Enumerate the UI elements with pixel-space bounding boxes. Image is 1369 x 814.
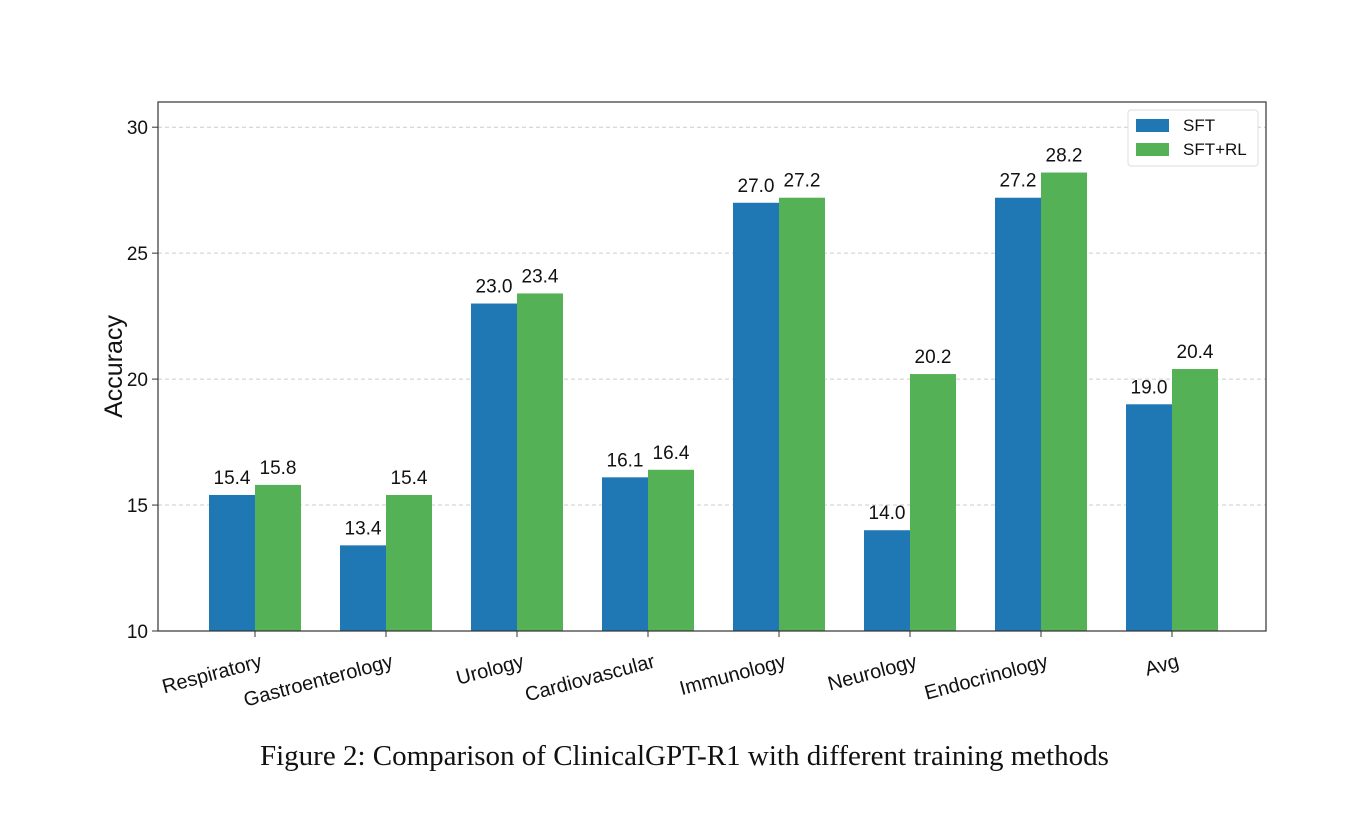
y-tick-label: 25 <box>127 244 148 265</box>
plot-frame <box>157 101 1267 632</box>
bar-sft-rl <box>386 494 432 631</box>
bar-sft-rl <box>1172 369 1218 631</box>
bar-value-label: 19.0 <box>1131 377 1168 398</box>
bar-value-label: 16.1 <box>607 450 644 471</box>
bar-value-label: 15.4 <box>214 468 251 489</box>
bar-value-labels: 15.4 15.8 13.4 15.4 23.0 23.4 16.1 16.4 27.0 27.2… <box>214 146 1214 540</box>
bar-value-label: 20.4 <box>1177 342 1214 363</box>
y-tick-label: 20 <box>127 370 148 391</box>
bar-value-label: 28.2 <box>1046 146 1083 167</box>
y-axis-label: Accuracy <box>100 315 128 418</box>
bar-sft <box>733 202 779 631</box>
bar-sft <box>1126 404 1172 631</box>
y-tick-label: 30 <box>127 118 148 139</box>
y-tick-label: 15 <box>127 496 148 517</box>
bar-value-label: 27.2 <box>784 171 821 192</box>
bar-sft-rl <box>255 484 301 631</box>
bar-sft <box>602 477 648 631</box>
bar-sft <box>864 530 910 631</box>
bar-value-label: 27.0 <box>738 176 775 197</box>
bar-sft-rl <box>779 197 825 631</box>
y-axis-ticks: 10 15 20 25 30 <box>127 118 158 643</box>
legend: SFT SFT+RL <box>1127 109 1259 167</box>
bar-sft <box>209 494 255 631</box>
bar-sft <box>995 197 1041 631</box>
bar-sft-rl <box>910 374 956 631</box>
bar-value-label: 15.4 <box>391 468 428 489</box>
x-tick-label: Avg <box>1143 651 1182 681</box>
bars <box>209 172 1218 632</box>
legend-label: SFT+RL <box>1183 140 1247 159</box>
grid-lines <box>158 126 1266 632</box>
bar-sft-rl <box>517 293 563 631</box>
legend-label: SFT <box>1183 116 1215 135</box>
bar-sft-rl <box>648 469 694 631</box>
bar-value-label: 13.4 <box>345 518 382 539</box>
bar-sft-rl <box>1041 172 1087 632</box>
figure-caption: Figure 2: Comparison of ClinicalGPT-R1 w… <box>260 740 1109 772</box>
bar-sft <box>340 545 386 631</box>
legend-swatch <box>1136 143 1169 156</box>
bar-value-label: 15.8 <box>260 458 297 479</box>
y-tick-label: 10 <box>127 622 148 643</box>
x-tick-label: Urology <box>454 651 526 690</box>
legend-swatch <box>1136 119 1169 132</box>
bar-value-label: 27.2 <box>1000 171 1037 192</box>
bar-value-label: 16.4 <box>653 443 690 464</box>
bar-chart: 15.4 15.8 13.4 15.4 23.0 23.4 16.1 16.4 27.0 27.2… <box>100 101 1267 712</box>
bar-value-label: 23.0 <box>476 277 513 298</box>
bar-sft <box>471 303 517 631</box>
x-tick-label: Immunology <box>677 651 788 700</box>
bar-value-label: 20.2 <box>915 347 952 368</box>
x-tick-label: Neurology <box>826 651 920 696</box>
x-tick-label: Gastroenterology <box>241 651 395 712</box>
x-tick-label: Endocrinology <box>922 651 1050 705</box>
x-tick-label: Cardiovascular <box>523 650 658 706</box>
bar-value-label: 23.4 <box>522 266 559 287</box>
bar-value-label: 14.0 <box>869 503 906 524</box>
